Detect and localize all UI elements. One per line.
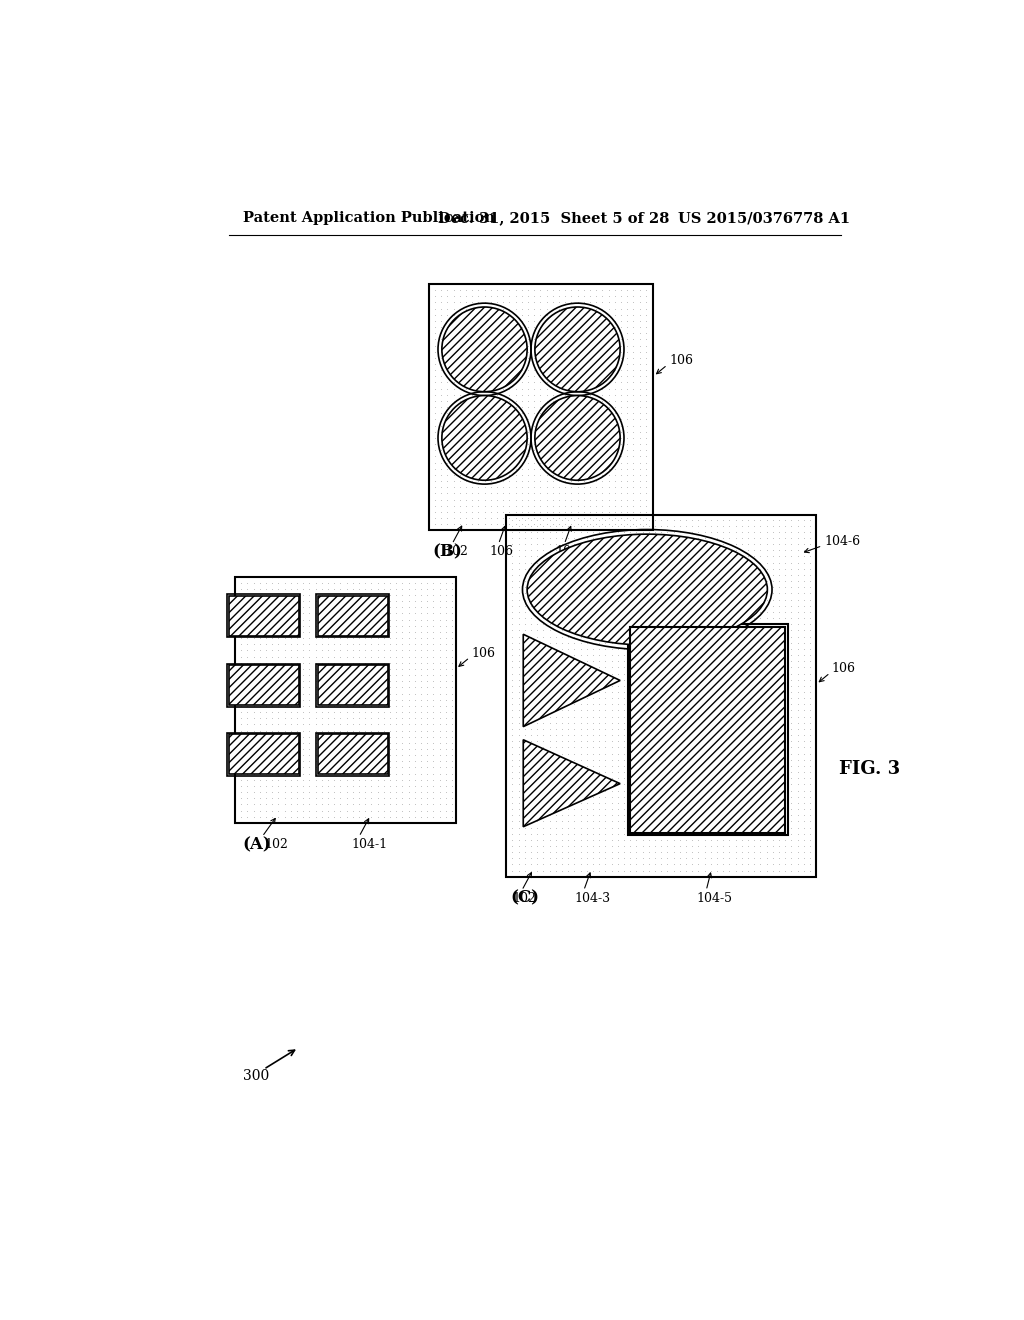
Text: 106: 106 bbox=[831, 663, 856, 676]
Text: FIG. 3: FIG. 3 bbox=[840, 760, 900, 777]
Text: 102: 102 bbox=[444, 545, 468, 558]
Text: 104-3: 104-3 bbox=[574, 892, 610, 906]
Bar bbox=[317, 595, 388, 636]
Bar bbox=[228, 734, 299, 775]
Ellipse shape bbox=[527, 535, 767, 645]
Circle shape bbox=[442, 308, 527, 392]
Circle shape bbox=[442, 396, 527, 480]
Bar bbox=[429, 284, 653, 531]
Text: Dec. 31, 2015  Sheet 5 of 28: Dec. 31, 2015 Sheet 5 of 28 bbox=[438, 211, 670, 226]
Text: US 2015/0376778 A1: US 2015/0376778 A1 bbox=[678, 211, 850, 226]
Text: 104-6: 104-6 bbox=[824, 536, 860, 548]
Bar bbox=[227, 594, 300, 638]
Bar bbox=[234, 577, 456, 822]
Bar bbox=[506, 515, 816, 876]
Text: 104-2: 104-2 bbox=[555, 545, 591, 558]
Bar bbox=[227, 733, 300, 776]
Bar bbox=[628, 624, 787, 836]
Bar bbox=[316, 733, 389, 776]
Bar bbox=[316, 594, 389, 638]
Text: 102: 102 bbox=[512, 892, 537, 906]
Text: Patent Application Publication: Patent Application Publication bbox=[243, 211, 495, 226]
Bar bbox=[228, 665, 299, 705]
Circle shape bbox=[535, 308, 621, 392]
Bar bbox=[227, 664, 300, 706]
Text: 300: 300 bbox=[243, 1069, 269, 1084]
Text: 104-1: 104-1 bbox=[351, 838, 387, 851]
Polygon shape bbox=[523, 635, 621, 726]
Bar bbox=[316, 664, 389, 706]
Circle shape bbox=[535, 396, 621, 480]
Bar bbox=[630, 627, 785, 833]
Bar bbox=[317, 665, 388, 705]
Text: (C): (C) bbox=[510, 890, 539, 907]
Polygon shape bbox=[523, 739, 621, 826]
Bar bbox=[228, 595, 299, 636]
Text: (B): (B) bbox=[432, 544, 463, 561]
Text: (A): (A) bbox=[243, 836, 271, 853]
Bar bbox=[317, 734, 388, 775]
Text: 106: 106 bbox=[471, 647, 496, 660]
Text: 104-5: 104-5 bbox=[697, 892, 733, 906]
Text: 106: 106 bbox=[489, 545, 513, 558]
Text: 106: 106 bbox=[669, 354, 693, 367]
Text: 102: 102 bbox=[264, 838, 289, 851]
